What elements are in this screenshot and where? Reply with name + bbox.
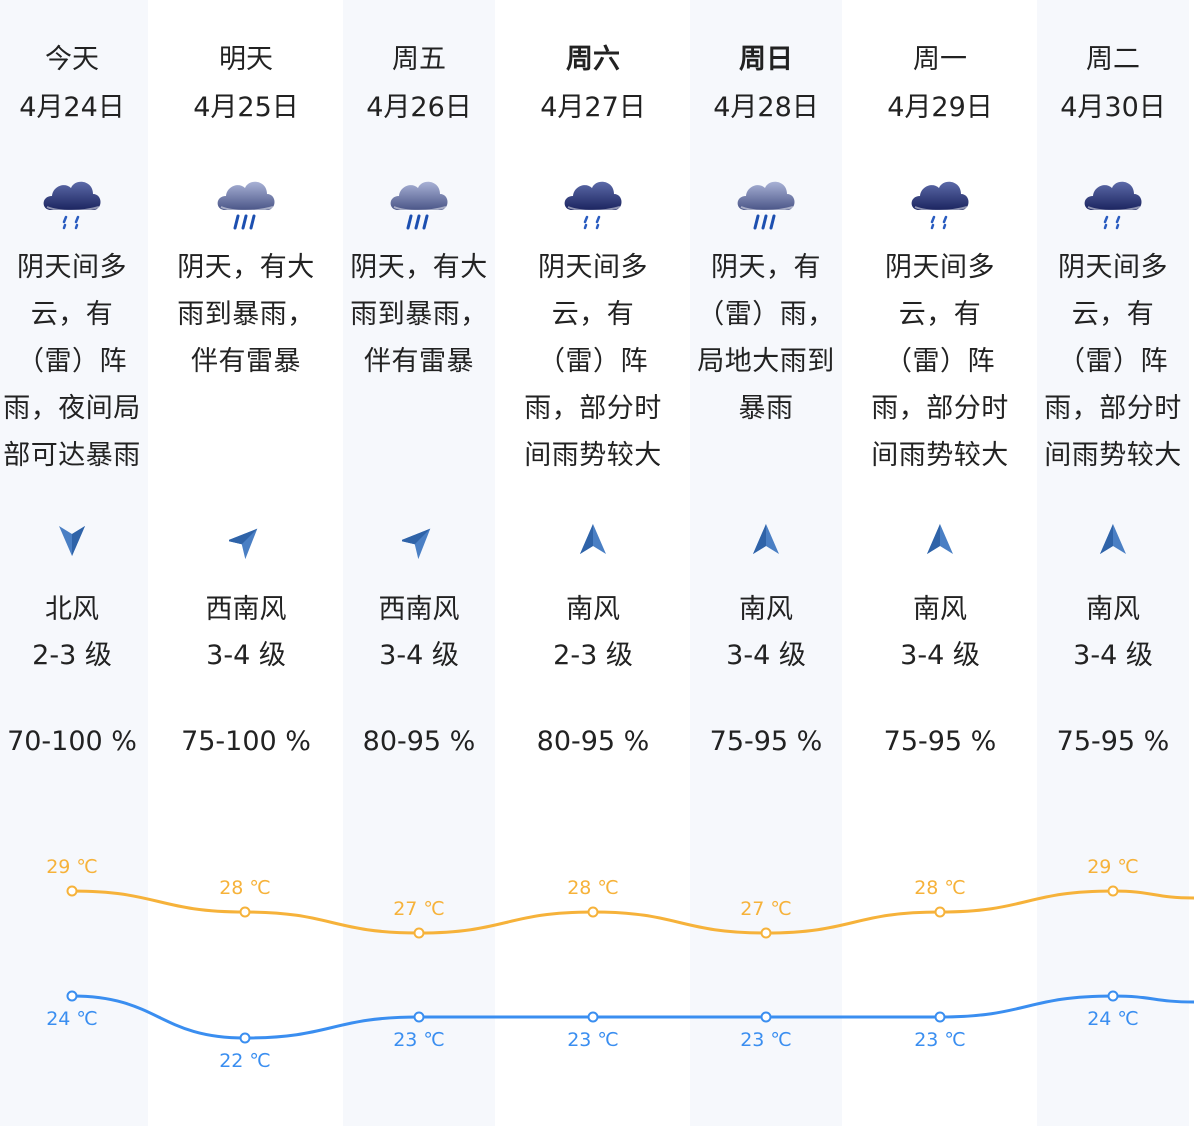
wind-level: 3-4 级 — [900, 640, 980, 671]
date-label: 4月26日 — [366, 92, 472, 123]
weather-description: 阴天，有大雨到暴雨， 伴有雷暴 — [166, 244, 326, 385]
description-line: 伴有雷暴 — [364, 346, 474, 377]
date-label: 4月29日 — [887, 92, 993, 123]
day-column: 周一 4月29日阴天间多云，有 （雷）阵雨，部分时间雨势较大南风 3-4 级 75-95… — [864, 0, 1016, 1126]
description-line: 阴天间多 — [1058, 252, 1168, 283]
wind-level: 3-4 级 — [206, 640, 286, 671]
wind-direction-arrow-icon — [1096, 520, 1130, 560]
weekday-label: 周一 — [913, 44, 967, 75]
wind-direction: 西南风 — [205, 594, 287, 625]
description-line: 阴天，有 — [711, 252, 821, 283]
heavy-rain-cloud-icon — [384, 170, 454, 236]
wind-level: 3-4 级 — [379, 640, 459, 671]
weekday-label: 今天 — [45, 44, 99, 75]
weather-description: 阴天间多云，有 （雷）阵雨，部分时间雨势较大 — [1033, 244, 1193, 479]
date-label: 4月28日 — [713, 92, 819, 123]
description-line: （雷）阵 — [17, 346, 127, 377]
date-label: 4月30日 — [1060, 92, 1166, 123]
weekday-label: 周日 — [739, 44, 793, 75]
weather-description: 阴天间多云，有 （雷）阵雨，部分时间雨势较大 — [513, 244, 673, 479]
weekday-label: 周六 — [566, 44, 620, 75]
description-line: 间雨势较大 — [871, 440, 1009, 471]
description-line: 部可达暴雨 — [3, 440, 141, 471]
heavy-rain-cloud-icon — [731, 170, 801, 236]
description-line: 雨到暴雨， — [177, 299, 315, 330]
day-column: 周日 4月28日阴天，有 （雷）雨， 局地大雨到暴雨南风 3-4 级 75-95 % — [690, 0, 842, 1126]
description-line: 间雨势较大 — [524, 440, 662, 471]
description-line: 云，有 — [1071, 299, 1155, 330]
day-column: 周五 4月26日阴天，有大雨到暴雨， 伴有雷暴西南风 3-4 级 80-95 % — [343, 0, 495, 1126]
description-line: 云，有 — [551, 299, 635, 330]
description-line: 暴雨 — [738, 393, 794, 424]
description-line: 雨，部分时 — [524, 393, 662, 424]
description-line: 雨到暴雨， — [350, 299, 488, 330]
description-line: 阴天间多 — [538, 252, 648, 283]
description-line: （雷）阵 — [1058, 346, 1168, 377]
description-line: 阴天间多 — [17, 252, 127, 283]
humidity: 75-100 % — [181, 726, 311, 757]
rain-cloud-icon — [905, 170, 975, 236]
day-column: 今天 4月24日阴天间多云，有 （雷）阵雨，夜间局部可达暴雨北风 2-3 级 70-10… — [0, 0, 148, 1126]
description-line: （雷）阵 — [885, 346, 995, 377]
weekday-label: 周五 — [392, 44, 446, 75]
wind-level: 3-4 级 — [1073, 640, 1153, 671]
wind-direction: 南风 — [739, 594, 793, 625]
wind-level: 2-3 级 — [32, 640, 112, 671]
humidity: 75-95 % — [709, 726, 823, 757]
description-line: 间雨势较大 — [1044, 440, 1182, 471]
wind-direction-arrow-icon — [226, 520, 263, 560]
wind-level: 3-4 级 — [726, 640, 806, 671]
description-line: 雨，部分时 — [871, 393, 1009, 424]
humidity: 80-95 % — [362, 726, 476, 757]
description-line: 雨，夜间局 — [3, 393, 141, 424]
description-line: （雷）雨， — [697, 299, 835, 330]
date-label: 4月27日 — [540, 92, 646, 123]
humidity: 75-95 % — [1056, 726, 1170, 757]
wind-direction: 南风 — [1086, 594, 1140, 625]
humidity: 75-95 % — [883, 726, 997, 757]
humidity: 70-100 % — [7, 726, 137, 757]
wind-direction-arrow-icon — [923, 520, 957, 560]
wind-direction-arrow-icon — [399, 520, 436, 560]
description-line: 伴有雷暴 — [191, 346, 301, 377]
wind-direction-arrow-icon — [576, 520, 610, 560]
wind-direction: 南风 — [913, 594, 967, 625]
wind-direction-arrow-icon — [55, 520, 89, 560]
rain-cloud-icon — [1078, 170, 1148, 236]
description-line: 阴天，有大 — [177, 252, 315, 283]
wind-level: 2-3 级 — [553, 640, 633, 671]
weekday-label: 周二 — [1086, 44, 1140, 75]
description-line: 阴天间多 — [885, 252, 995, 283]
weather-description: 阴天，有 （雷）雨， 局地大雨到暴雨 — [686, 244, 846, 432]
wind-direction: 北风 — [45, 594, 99, 625]
weather-description: 阴天间多云，有 （雷）阵雨，部分时间雨势较大 — [860, 244, 1020, 479]
weather-description: 阴天间多云，有 （雷）阵雨，夜间局部可达暴雨 — [0, 244, 152, 479]
description-line: 云，有 — [898, 299, 982, 330]
description-line: 云，有 — [30, 299, 114, 330]
day-column: 明天 4月25日阴天，有大雨到暴雨， 伴有雷暴西南风 3-4 级 75-100 % — [170, 0, 322, 1126]
wind-direction: 南风 — [566, 594, 620, 625]
wind-direction-arrow-icon — [749, 520, 783, 560]
description-line: 局地大雨到 — [697, 346, 835, 377]
description-line: 雨，部分时 — [1044, 393, 1182, 424]
rain-cloud-icon — [558, 170, 628, 236]
date-label: 4月24日 — [19, 92, 125, 123]
rain-cloud-icon — [37, 170, 107, 236]
date-label: 4月25日 — [193, 92, 299, 123]
weather-description: 阴天，有大雨到暴雨， 伴有雷暴 — [339, 244, 499, 385]
description-line: （雷）阵 — [538, 346, 648, 377]
day-column: 周六 4月27日阴天间多云，有 （雷）阵雨，部分时间雨势较大南风 2-3 级 80-95… — [517, 0, 669, 1126]
day-column: 周二 4月30日阴天间多云，有 （雷）阵雨，部分时间雨势较大南风 3-4 级 75-95… — [1037, 0, 1189, 1126]
wind-direction: 西南风 — [378, 594, 460, 625]
description-line: 阴天，有大 — [350, 252, 488, 283]
weekday-label: 明天 — [219, 44, 273, 75]
humidity: 80-95 % — [536, 726, 650, 757]
heavy-rain-cloud-icon — [211, 170, 281, 236]
